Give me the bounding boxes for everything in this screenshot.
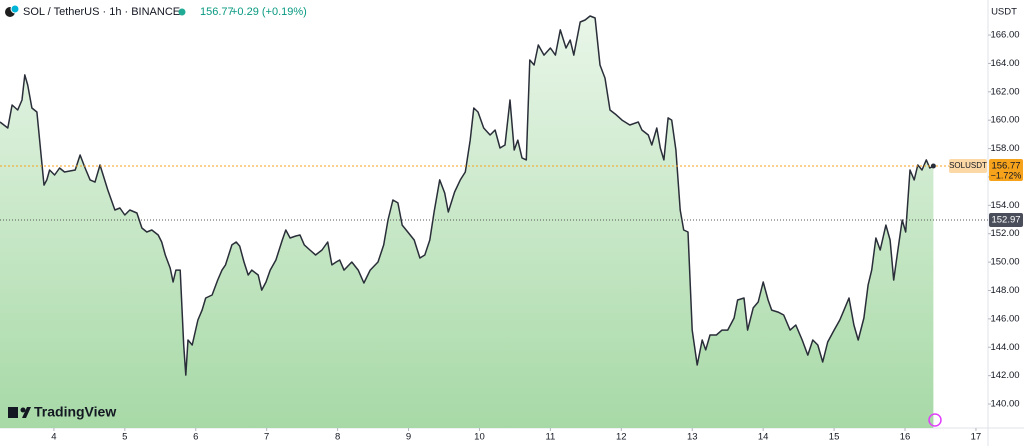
alert-icon[interactable]	[928, 413, 942, 427]
status-dot	[178, 8, 186, 16]
header-change: +0.29 (+0.19%)	[231, 6, 307, 18]
logo-slash	[22, 407, 31, 418]
reference-label: 152.97	[991, 214, 1020, 225]
series-tag	[949, 159, 987, 174]
symbol-icon-b	[10, 4, 20, 14]
symbol: SOL / TetherUS · 1h · BINANCE	[23, 6, 180, 18]
x-tick-label: 10	[474, 432, 485, 443]
currency: USDT	[991, 7, 1017, 18]
reference-box	[989, 212, 1023, 227]
y-tick-label: 144.00	[990, 342, 1019, 353]
y-tick-label: 160.00	[990, 115, 1019, 126]
x-tick-label: 14	[758, 432, 769, 443]
x-tick-label: 16	[900, 432, 911, 443]
x-tick-label: 12	[616, 432, 627, 443]
header-price: 156.77	[200, 6, 234, 18]
x-tick-label: 8	[335, 432, 340, 443]
series-tag-label: SOLUSDT	[949, 161, 987, 170]
x-tick-label: 5	[122, 432, 127, 443]
y-tick-label: 148.00	[990, 285, 1019, 296]
y-tick-label: 146.00	[990, 313, 1019, 324]
logo-dot	[20, 407, 26, 413]
x-tick-label: 6	[193, 432, 198, 443]
y-tick-label: 150.00	[990, 257, 1019, 268]
last-price-box	[989, 159, 1023, 182]
y-tick-label: 162.00	[990, 86, 1019, 97]
y-tick-label: 166.00	[990, 30, 1019, 41]
x-tick-label: 7	[264, 432, 269, 443]
brand: TradingView	[34, 404, 116, 420]
area-fill	[0, 16, 934, 428]
logo-mark	[8, 407, 18, 418]
x-tick-label: 17	[971, 432, 982, 443]
logo: TradingView	[8, 404, 116, 420]
plot	[0, 15, 934, 428]
y-tick-label: 158.00	[990, 143, 1019, 154]
last-point	[930, 163, 936, 169]
x-tick-label: 9	[406, 432, 411, 443]
x-tick-label: 4	[51, 432, 56, 443]
price-line	[0, 15, 934, 376]
x-tick-label: 13	[687, 432, 698, 443]
y-tick-label: 140.00	[990, 399, 1019, 410]
x-tick-label: 15	[829, 432, 840, 443]
x-tick-label: 11	[545, 432, 555, 443]
y-tick-label: 142.00	[990, 370, 1019, 381]
last-price-label: 156.77	[991, 161, 1020, 172]
y-tick-label: 154.00	[990, 200, 1019, 211]
y-tick-label: 152.00	[990, 228, 1019, 239]
y-tick-label: 164.00	[990, 58, 1019, 69]
last-change-label: −1.72%	[991, 170, 1022, 180]
header: SOL / TetherUS · 1h · BINANCE 156.77 +0.…	[5, 4, 307, 18]
